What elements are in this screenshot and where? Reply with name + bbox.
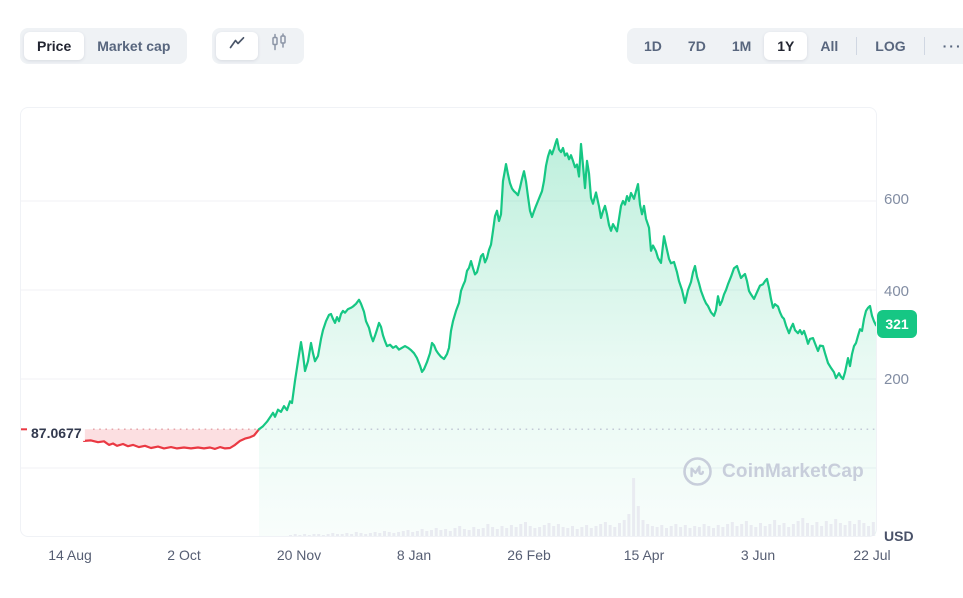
- x-axis-tick: 2 Oct: [167, 547, 201, 563]
- metric-toggle: Price Market cap: [20, 28, 188, 64]
- x-axis-tick: 14 Aug: [48, 547, 92, 563]
- current-price-badge: 321: [877, 310, 917, 338]
- coinmarketcap-logo-icon: [682, 456, 713, 487]
- chart-type-toggle: [212, 28, 304, 64]
- x-axis-tick: 3 Jun: [740, 547, 776, 563]
- x-axis-tick: 20 Nov: [276, 547, 322, 563]
- x-axis-tick: 15 Apr: [623, 547, 665, 563]
- divider: [856, 37, 858, 55]
- more-options-button[interactable]: ···: [942, 38, 963, 54]
- x-axis-tick: 26 Feb: [507, 547, 551, 563]
- x-axis-tick: 22 Jul: [853, 547, 891, 563]
- range-all-button[interactable]: All: [820, 38, 839, 54]
- divider: [923, 37, 925, 55]
- candlestick-icon: [270, 32, 288, 60]
- y-axis-tick-200: 200: [884, 371, 910, 388]
- baseline-price-label: 87.0677: [28, 425, 85, 441]
- y-axis-tick-400: 400: [884, 283, 910, 300]
- market-cap-tab[interactable]: Market cap: [97, 38, 171, 54]
- line-chart-button[interactable]: [216, 32, 258, 60]
- y-axis-tick-600: 600: [884, 191, 910, 208]
- range-1m-button[interactable]: 1M: [731, 38, 752, 54]
- x-axis-tick: 8 Jan: [396, 547, 432, 563]
- watermark-text: CoinMarketCap: [722, 460, 864, 482]
- currency-unit-label: USD: [884, 528, 914, 544]
- range-1d-button[interactable]: 1D: [644, 38, 662, 54]
- range-1y-button[interactable]: 1Y: [764, 32, 808, 60]
- range-7d-button[interactable]: 7D: [687, 38, 706, 54]
- candlestick-chart-button[interactable]: [258, 32, 300, 60]
- chart-plot-area: [20, 107, 877, 537]
- range-toggle: 1D 7D 1M 1Y All LOG ···: [627, 28, 963, 64]
- line-chart-icon: [228, 32, 246, 60]
- volume-bars: [289, 478, 875, 536]
- log-scale-button[interactable]: LOG: [875, 38, 906, 54]
- price-chart-canvas[interactable]: [21, 108, 876, 536]
- price-tab[interactable]: Price: [24, 32, 85, 60]
- coinmarketcap-watermark: CoinMarketCap: [682, 456, 864, 487]
